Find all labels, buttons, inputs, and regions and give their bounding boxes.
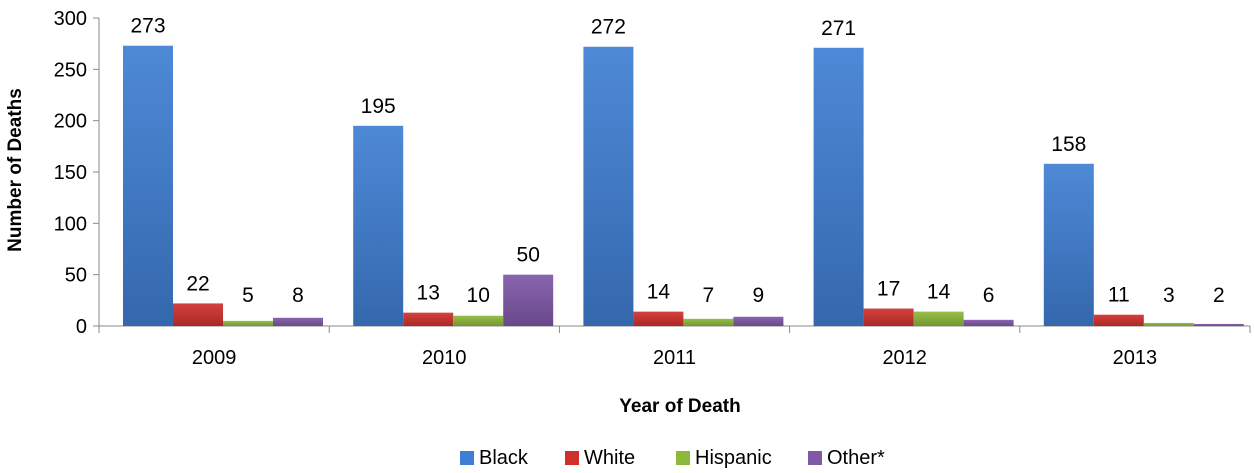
x-tick-label: 2011 <box>653 347 696 369</box>
y-tick-label: 250 <box>54 59 87 81</box>
bar-hispanic-2010 <box>453 315 504 326</box>
y-tick-label: 200 <box>54 111 87 133</box>
y-tick-label: 300 <box>54 8 87 30</box>
legend-item: Hispanic <box>676 447 772 469</box>
legend-item: White <box>565 447 635 469</box>
legend-label: Other* <box>827 447 885 469</box>
bar-other-2012 <box>963 319 1014 326</box>
data-label: 6 <box>983 284 995 307</box>
bar-hispanic-2012 <box>913 311 964 326</box>
data-label: 14 <box>647 281 671 304</box>
legend-swatch <box>460 451 474 465</box>
y-tick-label: 50 <box>65 265 87 287</box>
data-label: 5 <box>242 284 254 307</box>
data-label: 50 <box>517 244 540 267</box>
data-label: 8 <box>292 284 304 307</box>
data-label: 271 <box>821 17 856 40</box>
x-axis-title: Year of Death <box>619 396 740 417</box>
bar-white-2010 <box>403 312 454 326</box>
bar-hispanic-2009 <box>223 320 273 326</box>
bar-other-2010 <box>503 274 554 326</box>
bar-other-2011 <box>733 316 784 326</box>
data-label: 13 <box>417 282 440 305</box>
bar-black-2011 <box>583 46 634 326</box>
bar-white-2011 <box>633 311 684 326</box>
data-label: 17 <box>877 278 900 301</box>
legend-label: White <box>584 447 635 469</box>
y-tick-label: 100 <box>54 213 87 235</box>
y-axis-title: Number of Deaths <box>5 88 26 252</box>
data-label: 3 <box>1163 284 1175 307</box>
data-label: 272 <box>591 16 626 39</box>
data-label: 22 <box>186 272 209 295</box>
x-tick-label: 2010 <box>422 347 467 369</box>
bar-black-2010 <box>353 125 404 326</box>
data-label: 10 <box>467 284 490 307</box>
data-label: 7 <box>703 284 715 307</box>
x-tick-label: 2012 <box>882 347 927 369</box>
bar-black-2012 <box>813 47 864 326</box>
y-tick-label: 0 <box>76 316 87 338</box>
bar-other-2009 <box>273 317 323 326</box>
data-label: 158 <box>1051 133 1086 156</box>
legend-swatch <box>565 451 579 465</box>
bar-other-2013 <box>1193 323 1244 326</box>
x-tick-label: 2009 <box>192 347 237 369</box>
data-label: 11 <box>1108 284 1130 307</box>
legend-label: Black <box>479 447 529 469</box>
bar-white-2009 <box>173 303 223 326</box>
bar-black-2009 <box>123 45 173 326</box>
legend-label: Hispanic <box>695 447 772 469</box>
bar-hispanic-2011 <box>683 318 734 326</box>
legend-item: Black <box>460 447 529 469</box>
legend-item: Other* <box>808 447 885 469</box>
legend-swatch <box>676 451 690 465</box>
data-label: 9 <box>753 284 765 307</box>
y-tick-label: 150 <box>54 162 87 184</box>
data-label: 2 <box>1213 284 1225 307</box>
bar-black-2013 <box>1043 163 1094 326</box>
data-label: 273 <box>130 15 165 38</box>
bar-hispanic-2013 <box>1143 322 1194 326</box>
legend-swatch <box>808 451 822 465</box>
data-label: 14 <box>927 281 951 304</box>
legend: Black White Hispanic Other* <box>460 447 885 469</box>
data-label: 195 <box>361 95 396 118</box>
bar-white-2012 <box>863 308 914 326</box>
bar-white-2013 <box>1093 314 1144 326</box>
x-tick-label: 2013 <box>1113 347 1158 369</box>
